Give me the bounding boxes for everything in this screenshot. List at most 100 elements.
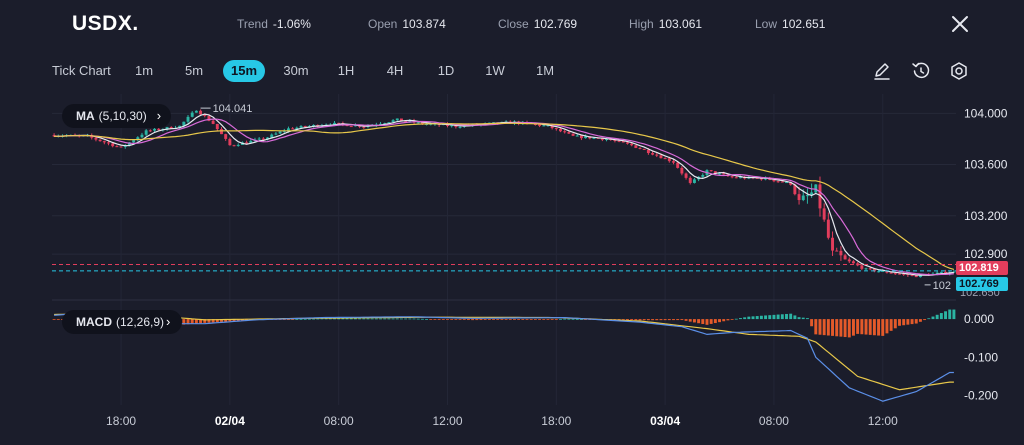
candle-body — [881, 270, 885, 272]
candle-body — [391, 120, 395, 123]
macd-histogram-bar — [349, 318, 353, 320]
candle-body — [579, 135, 583, 139]
candle-body — [119, 146, 123, 148]
macd-histogram-bar — [521, 319, 525, 320]
macd-histogram-bar — [429, 319, 433, 320]
candle-body — [178, 125, 182, 128]
candle-body — [115, 146, 119, 148]
stat-close: Close 102.769 — [498, 17, 577, 31]
candle-body — [722, 173, 726, 175]
candlestick-layer: 104.041 102 — [52, 103, 956, 292]
macd-histogram-bar — [358, 318, 362, 320]
candle-body — [203, 114, 207, 116]
candle-body — [220, 129, 223, 135]
macd-histogram-bar — [316, 318, 320, 320]
candle-body — [102, 141, 106, 143]
macd-layer — [52, 309, 956, 402]
macd-histogram-bar — [722, 319, 726, 322]
candle-body — [383, 123, 387, 125]
chevron-right-icon: › — [166, 314, 171, 329]
macd-histogram-bar — [291, 319, 295, 320]
macd-histogram-bar — [810, 319, 814, 327]
candle-body — [868, 268, 872, 270]
reset-icon[interactable] — [910, 60, 932, 82]
timeframe-1w[interactable]: 1W — [485, 63, 505, 78]
macd-histogram-bar — [743, 317, 747, 320]
macd-histogram-bar — [818, 319, 822, 335]
timeframe-15m[interactable]: 15m — [223, 60, 265, 82]
macd-histogram-bar — [877, 319, 881, 336]
candle-body — [734, 177, 738, 179]
macd-histogram-bar — [483, 319, 487, 320]
macd-histogram-bar — [299, 318, 303, 320]
timeframe-30m[interactable]: 30m — [283, 63, 309, 78]
candle-body — [584, 136, 588, 139]
macd-histogram-bar — [563, 318, 567, 320]
candle-body — [379, 123, 383, 125]
macd-histogram-bar — [52, 319, 56, 320]
draw-icon[interactable] — [871, 60, 893, 82]
macd-histogram-bar — [500, 319, 504, 320]
candle-body — [789, 182, 793, 185]
timeframe-1d[interactable]: 1D — [437, 63, 455, 78]
timeframe-5m[interactable]: 5m — [184, 63, 204, 78]
candle-body — [805, 195, 809, 197]
macd-line — [54, 311, 954, 402]
macd-tick-label: 0.000 — [964, 312, 994, 326]
candle-body — [303, 126, 307, 128]
timeframe-1m[interactable]: 1m — [134, 63, 154, 78]
timeframe-4h[interactable]: 4H — [386, 63, 404, 78]
macd-histogram-bar — [320, 318, 324, 320]
macd-histogram-bar — [651, 319, 655, 321]
candle-body — [680, 167, 684, 174]
candle-body — [420, 122, 424, 124]
timeframe-1h[interactable]: 1H — [337, 63, 355, 78]
candle-body — [295, 127, 299, 129]
candle-body — [257, 138, 261, 140]
time-tick-label: 18:00 — [106, 414, 136, 428]
macd-histogram-bar — [918, 319, 922, 322]
macd-histogram-bar — [684, 319, 688, 321]
candle-body — [232, 145, 236, 147]
candle-body — [52, 135, 56, 137]
candle-body — [810, 192, 814, 196]
candle-body — [684, 173, 688, 178]
macd-indicator-pill[interactable]: MACD (12,26,9) › — [62, 310, 183, 334]
macd-histogram-bar — [659, 319, 663, 321]
candle-body — [571, 133, 575, 136]
macd-histogram-bar — [554, 319, 558, 320]
time-tick-label: 02/04 — [215, 414, 245, 428]
candle-body — [902, 273, 906, 275]
settings-icon[interactable] — [948, 60, 970, 82]
macd-signal-line — [54, 312, 954, 391]
candle-body — [274, 133, 278, 135]
candle-body — [906, 274, 910, 276]
macd-histogram-bar — [441, 319, 445, 320]
macd-histogram-bar — [826, 319, 830, 336]
ma-indicator-pill[interactable]: MA (5,10,30) › — [62, 104, 172, 128]
stat-label: High — [629, 17, 654, 31]
macd-histogram-bar — [630, 319, 634, 321]
candle-body — [952, 271, 956, 273]
candle-body — [416, 122, 420, 124]
candle-body — [814, 184, 818, 193]
candle-body — [182, 121, 186, 126]
time-tick-label: 08:00 — [324, 414, 354, 428]
macd-histogram-bar — [333, 318, 336, 320]
macd-histogram-bar — [851, 319, 855, 336]
candle-body — [709, 170, 713, 172]
macd-histogram-bar — [538, 319, 542, 320]
candle-body — [94, 137, 98, 140]
macd-histogram-bar — [203, 319, 207, 323]
timeframe-1mo[interactable]: 1M — [535, 63, 555, 78]
close-icon[interactable] — [948, 12, 972, 36]
chart-type-selector[interactable]: Tick Chart — [52, 63, 111, 78]
macd-histogram-bar — [776, 314, 780, 320]
current-price-tag: 102.769 — [956, 277, 1008, 291]
candle-body — [333, 122, 336, 125]
candle-body — [738, 177, 742, 179]
macd-histogram-bar — [232, 319, 236, 322]
candle-body — [458, 126, 462, 128]
stat-value: 102.651 — [782, 17, 826, 31]
